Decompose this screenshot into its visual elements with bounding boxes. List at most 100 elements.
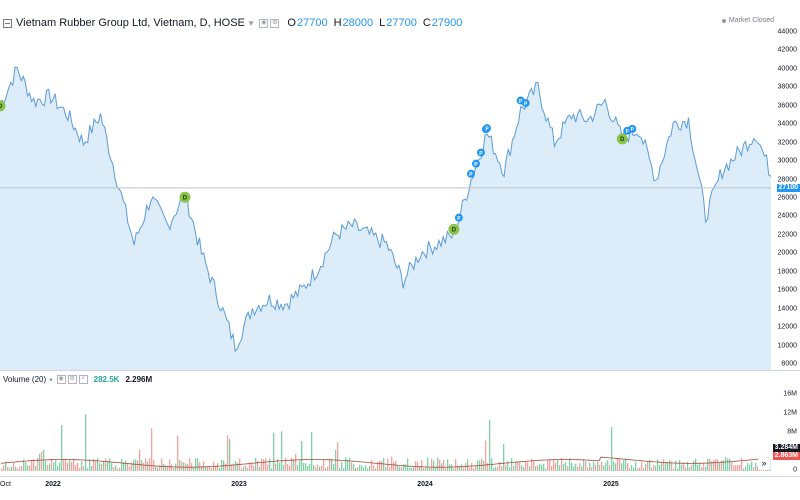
volume-bar [423, 468, 425, 471]
volume-bar [167, 466, 169, 471]
marker-label: P [626, 129, 630, 135]
split-marker[interactable]: P [454, 213, 463, 222]
volume-bar [451, 464, 453, 471]
volume-bar [127, 463, 129, 471]
price-axis[interactable]: 44000 42000 40000 38000 36000 34000 32000 30000… [771, 0, 800, 370]
volume-bar [495, 466, 497, 471]
volume-bar [271, 468, 273, 471]
split-marker[interactable]: P [471, 159, 480, 168]
settings-icon[interactable]: ⚙ [67, 375, 77, 384]
volume-bar [345, 457, 347, 471]
volume-bar [485, 440, 487, 471]
price-tick-label: 8000 [781, 360, 797, 368]
volume-bar [629, 468, 631, 471]
volume-bar [593, 461, 595, 471]
volume-bar [405, 464, 407, 471]
close-icon[interactable]: × [78, 375, 88, 384]
price-pane[interactable]: DDDPPPPPPPPDPP [0, 0, 800, 370]
dividend-marker[interactable]: D [616, 133, 628, 145]
volume-bar [109, 458, 111, 471]
split-marker[interactable]: P [466, 169, 475, 178]
collapse-icon[interactable] [3, 18, 12, 28]
volume-bar [103, 461, 105, 471]
marker-circle [476, 148, 485, 157]
volume-bar [667, 462, 669, 471]
volume-axis[interactable]: 16M12M8M4M0 [771, 370, 800, 476]
volume-bar [419, 467, 421, 471]
volume-bar [95, 461, 97, 471]
volume-bar [559, 465, 561, 471]
chevron-down-icon[interactable]: ▾ [49, 376, 53, 384]
settings-icon[interactable]: ⚙ [270, 18, 280, 28]
symbol-title[interactable]: Vietnam Rubber Group Ltd, Vietnam, D, HO… [16, 17, 245, 29]
volume-bar [179, 459, 181, 471]
scroll-to-realtime-button[interactable]: » [758, 458, 770, 470]
volume-title[interactable]: Volume (20) [3, 375, 47, 384]
dividend-marker[interactable]: D [0, 100, 6, 112]
eye-icon[interactable]: ◉ [56, 375, 66, 384]
volume-bar [733, 465, 735, 471]
volume-bar [465, 462, 467, 471]
price-tick-label: 14000 [777, 305, 797, 313]
volume-bar [55, 460, 57, 471]
volume-bar [87, 467, 89, 471]
eye-icon[interactable]: ◉ [259, 18, 269, 28]
volume-bar [499, 461, 501, 471]
volume-bar [655, 465, 657, 471]
volume-bar [157, 467, 159, 471]
dividend-marker[interactable]: D [179, 191, 191, 203]
volume-bar [97, 458, 99, 471]
open-value: 27700 [296, 17, 328, 29]
volume-bar [641, 461, 643, 471]
open-label: O [287, 17, 296, 29]
volume-bar [747, 463, 749, 471]
volume-bar [749, 464, 751, 471]
volume-bar [487, 462, 489, 471]
volume-bar [79, 468, 81, 471]
volume-bar [755, 462, 757, 471]
volume-bar [437, 457, 439, 471]
volume-bar [401, 466, 403, 471]
volume-chart[interactable] [0, 371, 771, 476]
price-tick-label: 26000 [777, 194, 797, 202]
price-chart[interactable]: DDDPPPPPPPPDPP [0, 0, 771, 370]
volume-bar [535, 466, 537, 471]
volume-bar [739, 464, 741, 471]
volume-bar [53, 462, 55, 471]
volume-bar [327, 466, 329, 471]
split-marker[interactable]: P [476, 148, 485, 157]
volume-bar [421, 459, 423, 471]
volume-bar [375, 468, 377, 471]
volume-bar [99, 463, 101, 471]
chevron-down-icon[interactable]: ▾ [248, 17, 254, 28]
volume-bar [431, 458, 433, 471]
volume-bar [531, 458, 533, 471]
volume-bar [409, 467, 411, 471]
volume-bar [725, 456, 727, 471]
volume-bar [753, 467, 755, 471]
volume-bar [293, 459, 295, 471]
dividend-marker[interactable]: D [448, 223, 460, 235]
volume-bar [267, 464, 269, 471]
volume-bar [631, 465, 633, 471]
volume-bar [233, 463, 235, 471]
split-marker[interactable]: P [521, 99, 530, 107]
volume-bar [75, 465, 77, 471]
volume-bar [651, 467, 653, 471]
volume-bar [181, 461, 183, 471]
volume-bar [67, 462, 69, 471]
volume-pane[interactable]: Volume (20) ▾ ◉ ⚙ × 282.5K 2.296M [0, 370, 800, 476]
volume-bar [69, 458, 71, 471]
marker-label: P [631, 127, 635, 133]
volume-bar [297, 465, 299, 471]
time-axis[interactable]: Oct 2022 2023 2024 2025 [0, 476, 800, 500]
volume-bar [265, 458, 267, 471]
volume-bar [611, 426, 613, 471]
time-label-year: 2023 [231, 481, 247, 488]
volume-bar [81, 461, 83, 471]
price-tick-label: 28000 [777, 176, 797, 184]
split-marker[interactable]: P [482, 124, 491, 132]
close-value: 27900 [431, 17, 463, 29]
split-marker[interactable]: P [628, 124, 637, 133]
volume-bar [27, 465, 29, 471]
